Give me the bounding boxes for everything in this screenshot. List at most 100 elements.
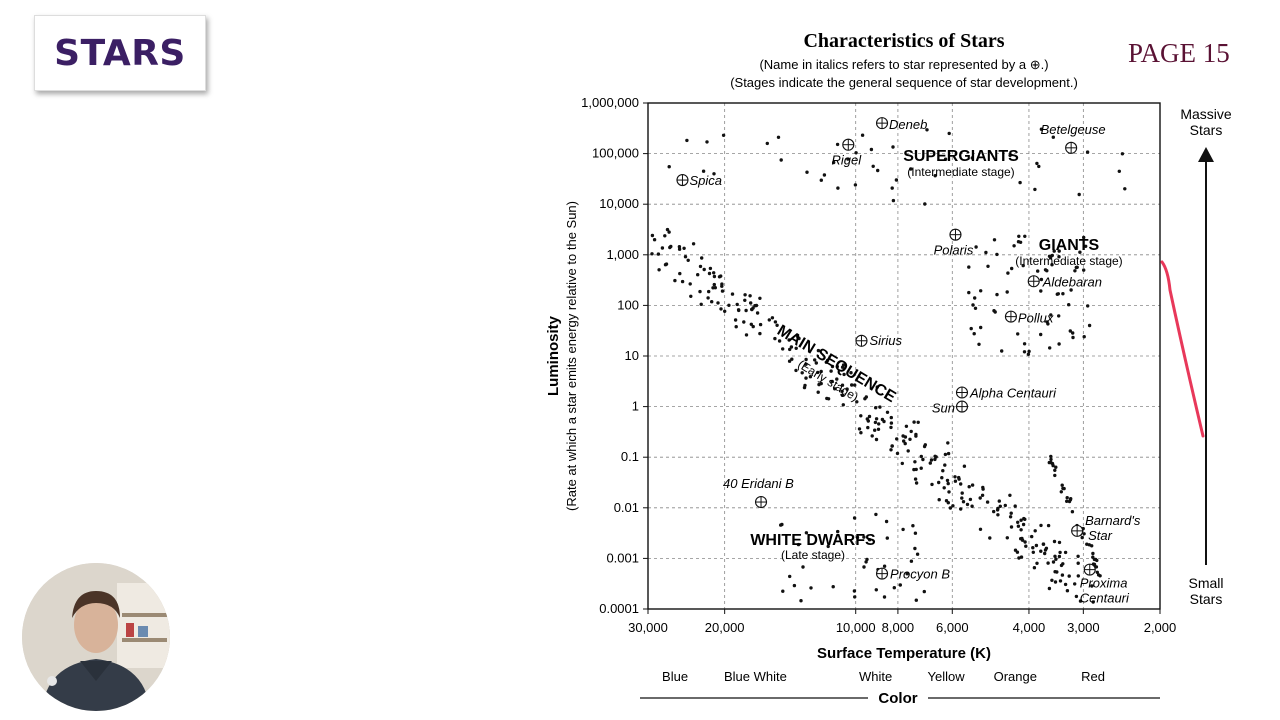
star-dot: [870, 434, 874, 438]
star-dot: [1051, 560, 1056, 564]
star-dot: [706, 296, 710, 300]
star-dot: [970, 483, 975, 487]
star-dot: [719, 307, 723, 311]
star-dot: [855, 535, 860, 540]
star-dot: [830, 364, 835, 369]
star-dot: [900, 461, 904, 466]
star-dot: [853, 383, 857, 387]
star-label: Barnard's: [1085, 513, 1141, 528]
star-label: Proxima: [1080, 576, 1128, 591]
star-dot: [804, 357, 808, 362]
star-dot: [719, 274, 723, 278]
star-dot: [734, 325, 738, 329]
star-dot: [1076, 554, 1080, 558]
star-dot: [1022, 342, 1027, 346]
star-dot: [854, 151, 858, 155]
star-dot: [889, 448, 893, 452]
star-dot: [1048, 346, 1052, 350]
star-dot: [677, 247, 682, 251]
star-dot: [657, 268, 661, 272]
star-dot: [1013, 504, 1017, 508]
star-dot: [859, 414, 863, 418]
star-dot: [850, 383, 854, 387]
x-tick-label: 10,000: [836, 620, 876, 635]
star-dot: [1058, 579, 1063, 583]
star-dot: [1008, 493, 1012, 497]
star-dot: [804, 362, 808, 366]
star-dot: [650, 252, 654, 256]
star-dot: [1084, 244, 1088, 248]
star-dot: [1054, 557, 1058, 561]
star-dot: [874, 417, 879, 421]
star-dot: [803, 383, 807, 388]
star-dot: [735, 302, 739, 307]
star-dot: [961, 500, 966, 504]
star-dot: [1059, 490, 1064, 494]
star-dot: [779, 523, 783, 527]
star-dot: [794, 346, 798, 350]
star-dot: [860, 133, 865, 137]
star-dot: [914, 432, 918, 437]
star-dot: [749, 301, 753, 305]
star-dot: [877, 422, 881, 426]
star-dot: [996, 513, 1000, 517]
chart-title: Characteristics of Stars: [803, 30, 1004, 52]
star-dot: [889, 415, 893, 420]
star-dot: [1050, 461, 1055, 466]
star-dot: [1052, 249, 1056, 253]
star-dot: [751, 324, 755, 329]
y-tick-label: 100: [617, 297, 639, 312]
star-dot: [874, 512, 878, 517]
star-dot: [863, 397, 867, 401]
star-dot: [1068, 329, 1073, 333]
star-dot: [1120, 152, 1125, 156]
star-dot: [855, 400, 859, 404]
star-dot: [864, 560, 868, 564]
star-dot: [943, 157, 948, 161]
star-alpha-centauri: Alpha Centauri: [955, 385, 1057, 400]
star-polaris: Polaris: [934, 228, 974, 258]
star-dot: [913, 477, 918, 481]
star-dot: [712, 271, 716, 275]
star-dot: [971, 303, 975, 307]
star-aldebaran: Aldebaran: [1027, 274, 1102, 289]
star-label: Sirius: [869, 333, 902, 348]
star-procyon-b: Procyon B: [875, 567, 950, 582]
star-dot: [720, 289, 725, 293]
star-dot: [1016, 520, 1020, 524]
star-dot: [891, 198, 896, 203]
star-dot: [885, 410, 890, 414]
star-dot: [773, 336, 777, 341]
star-dot: [751, 306, 755, 310]
star-dot: [937, 480, 941, 485]
y-tick-label: 0.1: [621, 449, 639, 464]
star-dot: [876, 168, 880, 173]
star-dot: [804, 376, 808, 380]
star-dot: [698, 289, 702, 294]
star-dot: [922, 589, 926, 594]
star-dot: [1036, 269, 1040, 273]
star-dot: [1016, 332, 1020, 336]
star-sirius: Sirius: [855, 333, 902, 348]
star-dot: [716, 301, 720, 305]
star-dot: [723, 309, 727, 313]
star-dot: [1034, 543, 1039, 548]
star-dot: [923, 443, 927, 447]
star-dot: [1045, 320, 1049, 324]
star-dot: [682, 246, 686, 250]
star-dot: [995, 252, 999, 257]
star-dot: [1073, 269, 1077, 273]
star-dot: [656, 252, 661, 256]
star-dot: [1044, 546, 1049, 550]
star-label: Spica: [689, 173, 722, 188]
star-dot: [755, 311, 760, 315]
star-dot: [970, 504, 974, 508]
star-dot: [998, 504, 1002, 508]
star-dot: [1009, 525, 1014, 529]
star-dot: [968, 497, 973, 502]
star-dot: [720, 282, 724, 286]
y-tick-label: 1,000,000: [581, 95, 639, 110]
star-dot: [1050, 253, 1055, 258]
star-dot: [1053, 570, 1057, 574]
star-dot: [992, 238, 997, 242]
